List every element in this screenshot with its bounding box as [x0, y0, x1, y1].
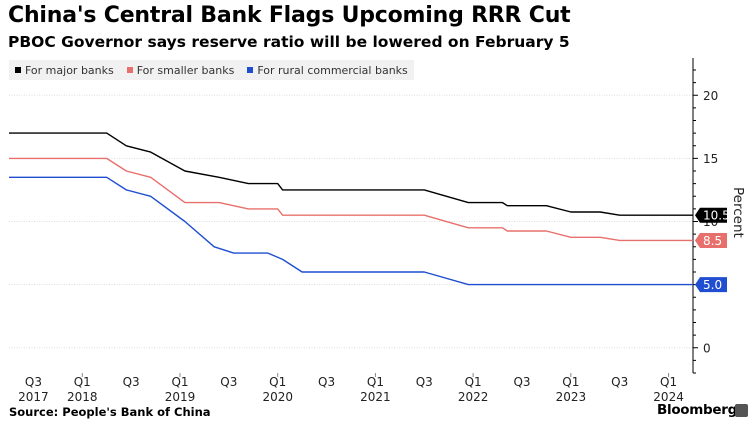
x-tick-quarter-9: Q1	[465, 375, 482, 389]
legend-swatch-rural	[247, 67, 254, 73]
x-tick-quarter-5: Q1	[269, 375, 286, 389]
x-tick-year-2019: 2019	[165, 390, 196, 404]
bloomberg-badge-icon	[735, 404, 748, 417]
legend-swatch-major	[15, 67, 21, 73]
y-tick-label-0: 0	[703, 341, 711, 355]
end-tag-major	[695, 207, 727, 223]
x-tick-quarter-0: Q3	[25, 375, 42, 389]
x-tick-quarter-1: Q1	[74, 375, 91, 389]
source-note: Source: People's Bank of China	[9, 405, 211, 419]
y-tick-label-15: 15	[703, 152, 718, 166]
chart-title: China's Central Bank Flags Upcoming RRR …	[8, 3, 571, 28]
legend-label-smaller: For smaller banks	[136, 63, 235, 77]
series-layer	[9, 132, 693, 286]
x-tick-year-2018: 2018	[67, 390, 98, 404]
x-tick-quarter-11: Q1	[562, 375, 579, 389]
label-layer: 10.5 8.5 5.0	[695, 207, 730, 293]
y-tick-label-20: 20	[703, 89, 718, 103]
x-tick-year-2022: 2022	[458, 390, 489, 404]
x-tick-year-2024: 2024	[653, 390, 684, 404]
legend-swatch-smaller	[126, 67, 133, 73]
legend-item-smaller: For smaller banks	[126, 63, 235, 77]
x-tick-quarter-4: Q3	[220, 375, 237, 389]
end-tag-rural	[695, 277, 727, 293]
x-tick-quarter-10: Q3	[513, 375, 530, 389]
grid-layer	[9, 94, 693, 349]
x-tick-quarter-2: Q3	[123, 375, 140, 389]
legend-item-rural: For rural commercial banks	[247, 63, 408, 77]
series-line-rural	[9, 176, 693, 286]
axis-layer: 05101520PercentQ32017Q12018Q3Q12019Q3Q12…	[18, 58, 746, 404]
legend-label-rural: For rural commercial banks	[257, 63, 408, 77]
end-value-rural: 5.0	[703, 278, 722, 292]
x-tick-year-2023: 2023	[556, 390, 587, 404]
series-line-smaller	[9, 157, 693, 242]
y-axis-label: Percent	[730, 187, 746, 238]
end-tag-smaller	[695, 232, 727, 248]
x-tick-quarter-3: Q1	[171, 375, 188, 389]
x-tick-quarter-6: Q3	[318, 375, 335, 389]
x-tick-year-2020: 2020	[262, 390, 293, 404]
legend-item-major: For major banks	[15, 64, 114, 77]
x-tick-year-2021: 2021	[360, 390, 391, 404]
x-tick-quarter-12: Q3	[611, 375, 628, 389]
x-tick-year-2017: 2017	[18, 390, 49, 404]
end-value-smaller: 8.5	[703, 234, 722, 248]
x-tick-quarter-8: Q3	[416, 375, 433, 389]
series-line-major	[9, 132, 693, 216]
chart-subtitle: PBOC Governor says reserve ratio will be…	[8, 33, 570, 51]
x-tick-quarter-7: Q1	[367, 375, 384, 389]
chart-legend: For major banks For smaller banks For ru…	[9, 60, 414, 80]
x-tick-quarter-13: Q1	[660, 375, 677, 389]
bloomberg-logo: Bloomberg	[657, 402, 737, 418]
legend-label-major: For major banks	[25, 63, 114, 77]
end-value-major: 10.5	[703, 209, 730, 223]
